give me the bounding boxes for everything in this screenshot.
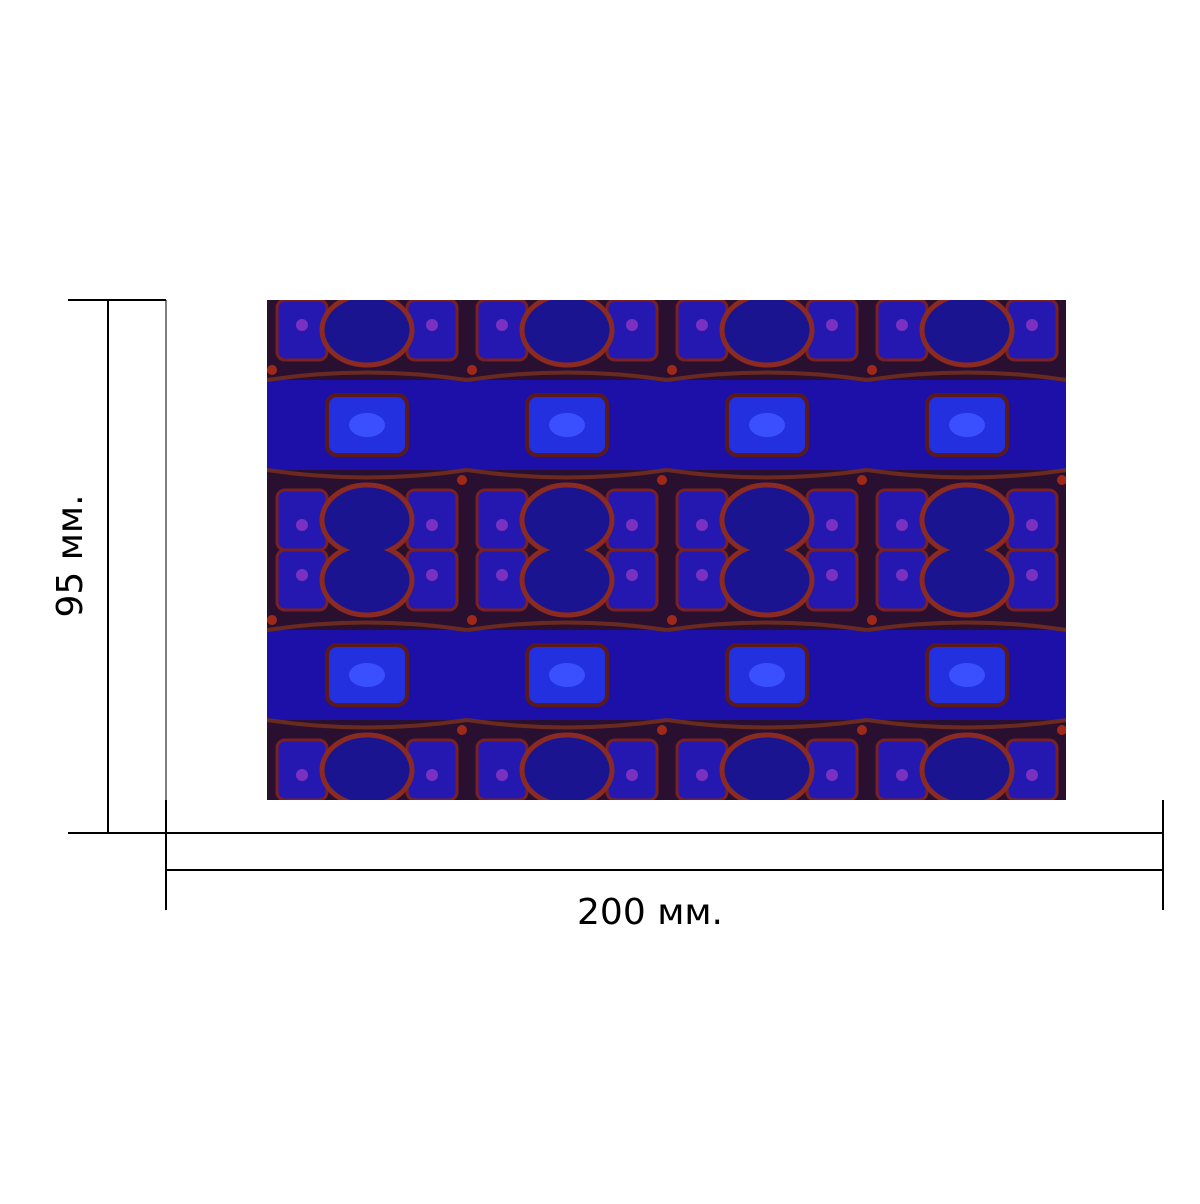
- width-label: 200 мм.: [577, 892, 723, 933]
- dimension-lines: [68, 299, 1164, 910]
- height-label: 95 мм.: [50, 494, 91, 617]
- product-image: [267, 300, 1066, 800]
